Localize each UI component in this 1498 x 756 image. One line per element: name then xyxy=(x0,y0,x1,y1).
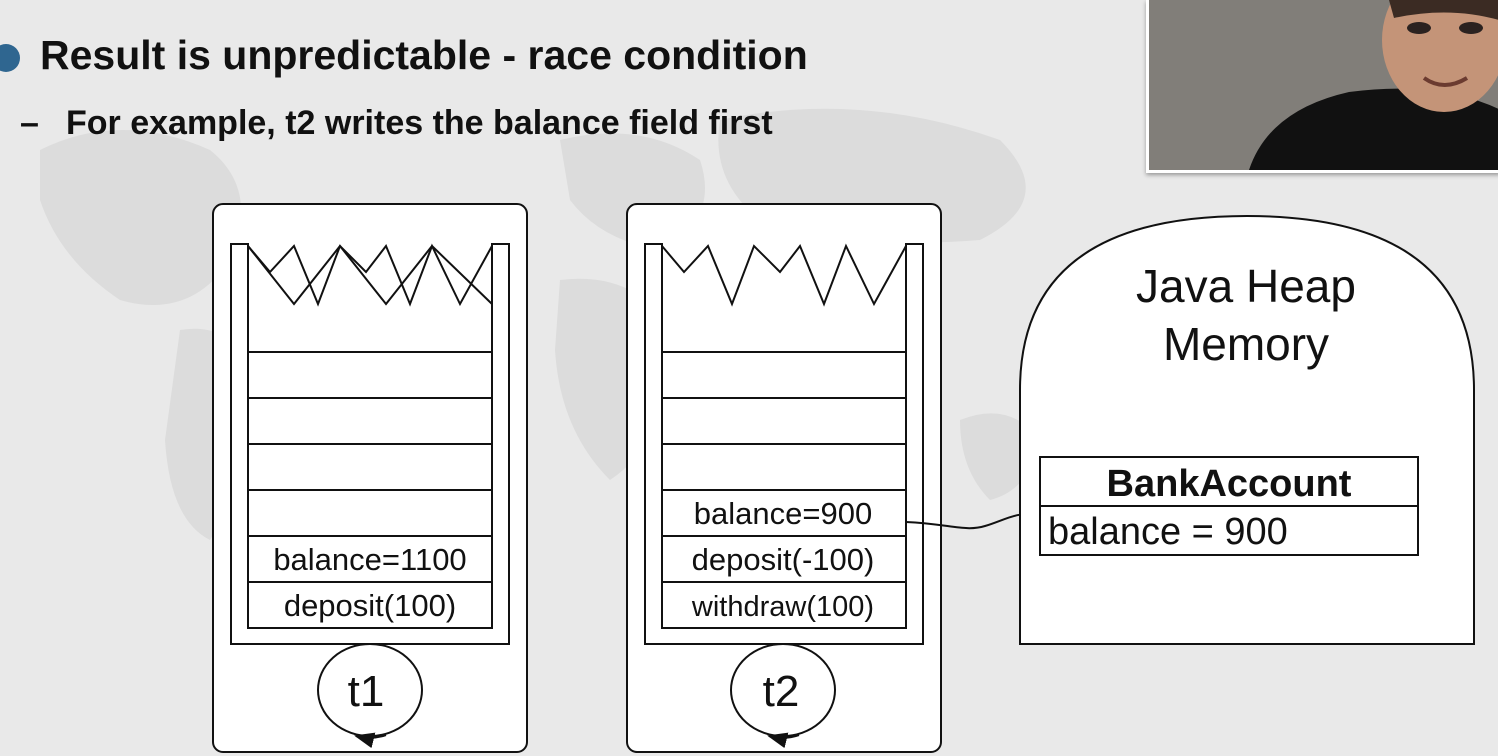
bullet-dot-icon xyxy=(0,44,20,72)
thread-t2-card-frame xyxy=(626,203,942,753)
stack-frame-t1-0: balance=1100 xyxy=(273,542,466,577)
thread-t1-card: balance=1100 deposit(100) t1 xyxy=(212,203,528,753)
circular-arrow-icon xyxy=(767,732,800,749)
thread-t2-stack: balance=900 deposit(-100) withdraw(100) xyxy=(644,243,924,645)
sub-bullet-dash: – xyxy=(20,104,39,142)
stack-frame-t2-2: withdraw(100) xyxy=(691,591,874,623)
stack-frame-t2-0: balance=900 xyxy=(694,496,872,531)
stack-frame-t2-1: deposit(-100) xyxy=(692,542,875,577)
thread-t2-card: balance=900 deposit(-100) withdraw(100) … xyxy=(626,203,942,753)
thread-label-t1: t1 xyxy=(348,667,385,716)
stack-frame-t1-1: deposit(100) xyxy=(284,588,456,623)
object-field-balance: balance = 900 xyxy=(1048,511,1288,553)
sub-bullet-text: For example, t2 writes the balance field… xyxy=(66,104,773,142)
thread-t1-stack: balance=1100 deposit(100) xyxy=(230,243,510,645)
object-name: BankAccount xyxy=(1107,463,1352,505)
thread-t1-card-frame xyxy=(212,203,528,753)
connector-arrow-icon xyxy=(905,504,1040,530)
stack-torn-top-icon xyxy=(247,244,493,306)
stack-torn-top-icon xyxy=(661,243,907,307)
heap-title-line1: Java Heap xyxy=(1136,260,1356,312)
webcam-presenter-icon xyxy=(1149,0,1498,170)
java-heap: Java Heap Memory BankAccount balance = 9… xyxy=(1019,214,1475,645)
circular-arrow-icon xyxy=(354,732,387,749)
thread-label-t2: t2 xyxy=(763,667,800,716)
webcam-presenter xyxy=(1146,0,1498,173)
bullet-heading: Result is unpredictable - race condition xyxy=(40,32,808,78)
heap-title-line2: Memory xyxy=(1163,318,1329,370)
